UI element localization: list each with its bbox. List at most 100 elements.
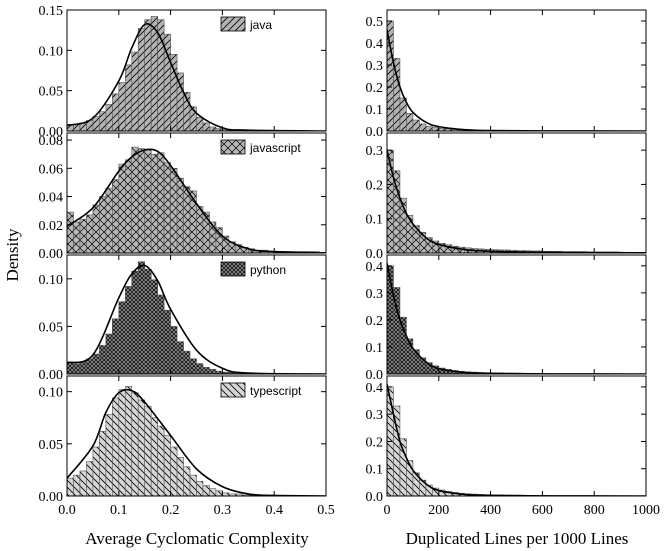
fit-curve-group [67,388,326,496]
y-tick-label: 0.4 [366,260,384,275]
bar [73,474,81,496]
bar [67,362,74,374]
x-tick-label: 0.0 [58,503,76,518]
panel-frame [386,254,647,375]
bar [196,116,204,131]
bar [399,438,407,496]
bar [92,446,100,496]
legend-swatch [220,382,246,398]
legend-label: typescript [250,384,302,398]
y-tick-label: 0.06 [39,162,64,177]
panel-frame [386,375,647,497]
x-tick-label: 0.5 [317,503,335,518]
bar [92,204,100,253]
bar [131,392,139,496]
bar [150,16,158,131]
y-tick-label: 0.1 [366,341,384,356]
fit-curve [387,29,646,131]
bar [137,399,146,496]
bar [183,186,191,253]
bar [399,97,407,131]
bar [67,125,74,131]
panel-typescript-duplication: 0.0 0.1 0.2 0.3 0.4 0 200 400 600 800 1000 [366,375,660,518]
fit-curve [387,262,646,374]
panel-java-duplication: 0.0 0.1 0.2 0.3 0.4 0.5 [366,9,647,140]
bar [176,457,184,496]
bar [406,214,414,253]
bar [99,345,107,374]
panel-frame [66,132,327,254]
y-tick-label: 0.3 [366,408,384,423]
bar [406,113,414,131]
bar [150,279,158,374]
bars [67,16,326,131]
x-tick-label: 600 [532,503,553,518]
right-x-axis-title: Duplicated Lines per 1000 Lines [406,529,629,548]
x-tick-label: 0.4 [265,503,283,518]
bar [99,431,107,496]
y-tick-label: 0.10 [39,44,64,59]
x-tick-label: 0 [384,503,391,518]
bar [112,397,120,496]
y-tick-label: 0.4 [366,381,384,396]
legend-label: java [249,18,272,32]
bar [170,167,178,253]
bar [163,162,171,253]
y-tick-label: 0.1 [366,103,384,118]
panel-frame [66,9,327,132]
x-tick-label: 200 [428,503,449,518]
bar [144,19,152,131]
bar [86,214,94,253]
fit-curve-group [387,262,646,374]
y-tick-label: 0.2 [366,178,384,193]
bar [118,163,126,253]
bar [176,341,184,374]
left-x-axis-title: Average Cyclomatic Complexity [85,529,309,548]
panel-java-complexity: 0.00 0.05 0.10 0.15 java [39,4,327,140]
bar [131,51,139,131]
bar [412,119,420,131]
y-tick-label: 0.3 [366,59,384,74]
x-tick-label: 1000 [632,503,660,518]
y-tick-label: 0.02 [39,219,64,234]
bar [73,363,81,374]
panel-frame [66,375,327,497]
bar [73,124,81,131]
bar [196,206,204,253]
fit-curve [387,149,646,253]
bar [399,316,407,374]
bars [387,20,646,131]
bar [112,93,120,131]
x-tick-label: 0.2 [162,503,180,518]
y-tick-label: 0.00 [39,247,64,262]
bars [387,265,646,374]
bar [105,333,113,374]
bar [137,28,146,131]
y-tick-label: 0.0 [366,125,384,140]
bar [73,221,81,253]
fit-curve [67,264,326,374]
bar [163,435,171,496]
x-tick-label: 0.3 [214,503,232,518]
panel-typescript-complexity: 0.00 0.05 0.10 0.0 0.1 0.2 0.3 0.4 0.5 typescript [39,375,335,518]
bar [118,301,126,374]
bar [209,368,217,374]
panel-frame [386,132,647,254]
y-tick-label: 0.3 [366,144,384,159]
panel-javascript-duplication: 0.0 0.1 0.2 0.3 [366,132,647,262]
bar [118,82,126,131]
bar [112,179,120,253]
bar [183,466,191,496]
panel-frame [386,9,647,132]
y-tick-label: 0.1 [366,213,384,228]
bar [189,474,197,496]
y-tick-label: 0.00 [39,125,64,140]
bar [124,286,133,374]
bar [131,146,139,253]
y-tick-label: 0.00 [39,368,64,383]
fit-curve [67,388,326,496]
fit-curve-group [387,29,646,131]
bar [131,270,139,374]
